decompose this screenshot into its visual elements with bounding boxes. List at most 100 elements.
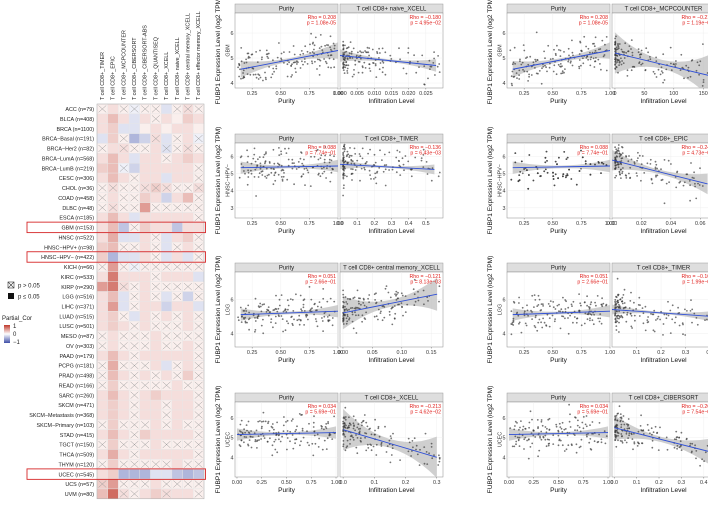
- data-point: [615, 296, 618, 299]
- data-point: [533, 325, 536, 327]
- data-point: [381, 319, 384, 322]
- data-point: [584, 162, 587, 165]
- data-point: [531, 294, 534, 297]
- data-point: [346, 445, 349, 448]
- data-point: [346, 150, 349, 153]
- data-point: [355, 332, 358, 334]
- data-point: [431, 167, 434, 170]
- data-point: [255, 76, 258, 79]
- data-point: [401, 157, 404, 160]
- data-point: [346, 161, 349, 164]
- data-point: [548, 417, 551, 420]
- nonsignificant-cross-mark: [173, 282, 182, 291]
- data-point: [699, 464, 701, 467]
- data-point: [240, 439, 243, 442]
- data-point: [599, 48, 602, 50]
- data-point: [614, 164, 617, 167]
- data-point: [667, 314, 670, 317]
- data-point: [616, 413, 619, 415]
- heatmap-cell: [160, 212, 173, 223]
- nonsignificant-cross-mark: [183, 332, 192, 340]
- data-point: [536, 168, 539, 170]
- data-point: [646, 319, 649, 321]
- data-point: [617, 412, 619, 415]
- data-point: [647, 59, 650, 62]
- colorbar-tick: 1: [13, 324, 17, 330]
- data-point: [286, 430, 289, 432]
- heatmap-cell: [139, 163, 151, 174]
- data-point: [651, 433, 653, 436]
- data-point: [614, 159, 617, 162]
- data-point: [557, 177, 559, 180]
- heatmap-cell: [171, 390, 183, 401]
- heatmap-cell: [128, 232, 141, 243]
- heatmap-row-label: SKCM (n=471): [58, 403, 94, 409]
- data-point: [265, 177, 268, 179]
- data-point: [604, 43, 606, 46]
- heatmap-cell: [182, 390, 194, 401]
- data-point: [511, 70, 514, 73]
- data-point: [529, 410, 532, 413]
- data-point: [568, 403, 570, 406]
- cancer-label: GBM: [498, 44, 504, 57]
- data-point: [573, 434, 576, 436]
- data-point: [422, 166, 425, 169]
- data-point: [565, 174, 568, 177]
- data-point: [367, 57, 369, 60]
- data-point: [580, 304, 582, 307]
- data-point: [637, 51, 640, 54]
- data-point: [598, 422, 601, 424]
- heatmap-row-label: TGCT (n=150): [59, 443, 94, 449]
- data-point: [680, 53, 683, 56]
- data-point: [281, 318, 284, 320]
- data-point: [292, 310, 295, 312]
- heatmap-cell: [107, 291, 119, 302]
- data-point: [616, 300, 618, 303]
- data-point: [614, 159, 617, 162]
- data-point: [413, 278, 416, 281]
- heatmap-cell: [96, 468, 108, 480]
- data-point: [282, 430, 285, 433]
- data-point: [654, 160, 657, 163]
- heatmap-cell: [171, 232, 183, 243]
- data-point: [563, 51, 565, 53]
- p-value-label: p = 7.74e−01: [577, 151, 608, 157]
- y-tick-label: 6: [231, 155, 234, 161]
- data-point: [585, 415, 588, 417]
- data-point: [375, 301, 378, 304]
- data-point: [243, 428, 246, 431]
- data-point: [533, 63, 535, 66]
- data-point: [619, 416, 622, 419]
- heatmap-cell: [107, 399, 119, 411]
- data-point: [262, 332, 265, 335]
- data-point: [257, 315, 260, 317]
- data-point: [552, 443, 555, 445]
- data-point: [274, 171, 277, 174]
- data-point: [614, 168, 617, 170]
- data-point: [632, 448, 634, 451]
- confidence-band: [612, 149, 708, 195]
- data-point: [358, 61, 361, 63]
- data-point: [558, 439, 561, 442]
- data-point: [346, 67, 349, 70]
- data-point: [602, 162, 605, 165]
- data-point: [536, 172, 539, 175]
- data-point: [539, 435, 541, 438]
- data-point: [630, 325, 633, 328]
- data-point: [510, 178, 513, 181]
- heatmap-cell: [96, 251, 108, 263]
- nonsignificant-cross-mark: [151, 184, 160, 192]
- data-point: [297, 161, 300, 163]
- data-point: [543, 170, 546, 173]
- data-point: [527, 187, 530, 190]
- panel-background: [611, 271, 708, 348]
- data-point: [384, 73, 387, 76]
- data-point: [328, 161, 331, 164]
- nonsignificant-cross-mark: [130, 421, 139, 429]
- data-point: [348, 156, 351, 159]
- data-point: [526, 439, 528, 442]
- heatmap-row-label: PAAD (n=179): [59, 354, 94, 360]
- data-point: [556, 304, 559, 307]
- data-point: [614, 151, 617, 154]
- facet-strip-label: Purity: [551, 7, 566, 13]
